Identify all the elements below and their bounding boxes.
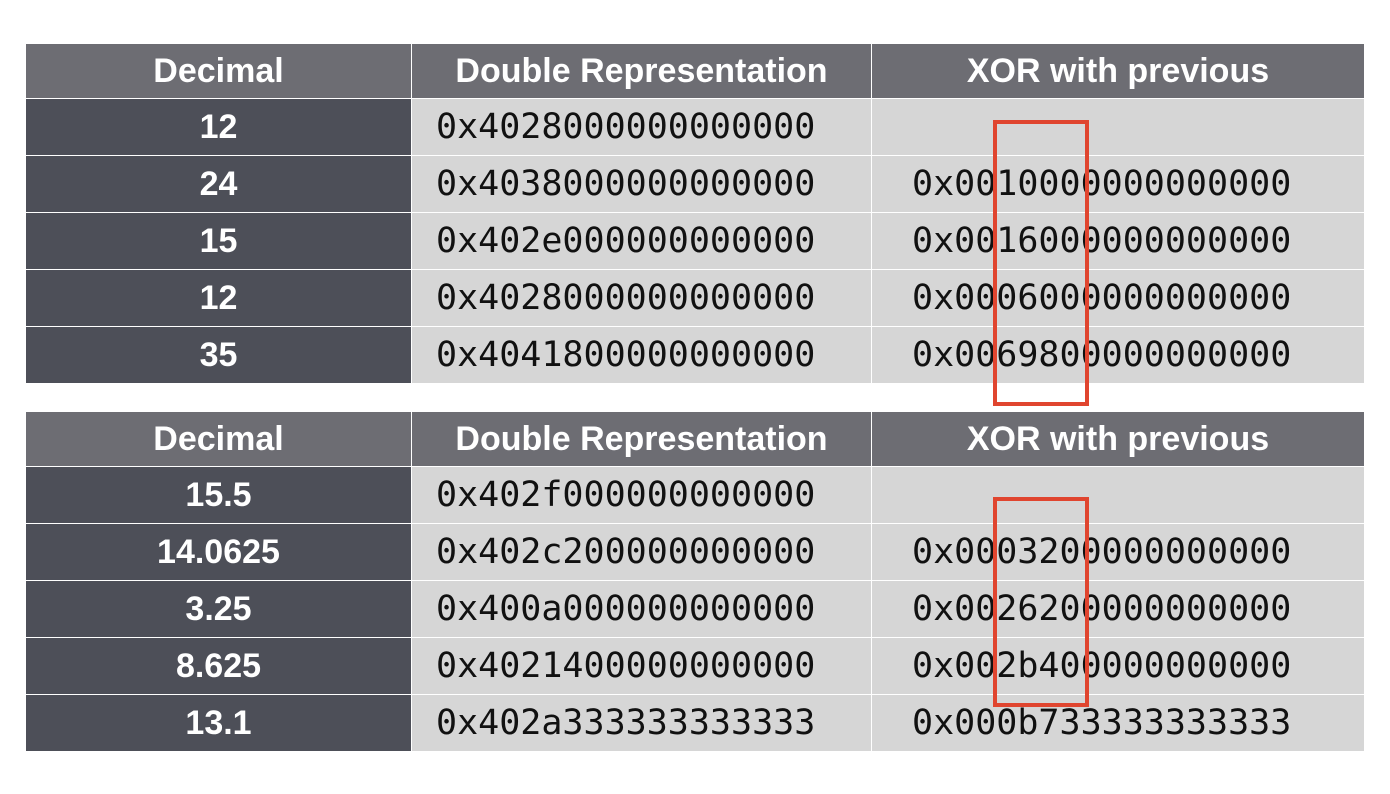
header-double-representation: Double Representation [411,411,872,467]
double-cell: 0x4028000000000000 [411,98,872,156]
table-row: 35 0x4041800000000000 0x0069800000000000 [25,326,1365,384]
double-cell: 0x400a000000000000 [411,580,872,638]
highlight-box-bottom [993,497,1089,707]
header-decimal: Decimal [25,43,412,99]
decimal-cell: 24 [25,155,412,213]
table-row: 8.625 0x4021400000000000 0x002b400000000… [25,637,1365,695]
double-cell: 0x402c200000000000 [411,523,872,581]
table-row: 12 0x4028000000000000 0x0006000000000000 [25,269,1365,327]
double-cell: 0x4041800000000000 [411,326,872,384]
table-row: 13.1 0x402a333333333333 0x000b7333333333… [25,694,1365,752]
double-cell: 0x402a333333333333 [411,694,872,752]
xor-cell: 0x002b400000000000 [871,637,1365,695]
xor-cell [871,466,1365,524]
xor-cell: 0x000b733333333333 [871,694,1365,752]
xor-cell: 0x0016000000000000 [871,212,1365,270]
header-decimal: Decimal [25,411,412,467]
decimal-cell: 15.5 [25,466,412,524]
xor-cell: 0x0010000000000000 [871,155,1365,213]
double-cell: 0x4038000000000000 [411,155,872,213]
double-cell: 0x4021400000000000 [411,637,872,695]
double-cell: 0x402f000000000000 [411,466,872,524]
xor-cell: 0x0069800000000000 [871,326,1365,384]
decimal-cell: 14.0625 [25,523,412,581]
table-row: 15.5 0x402f000000000000 [25,466,1365,524]
xor-cell: 0x0026200000000000 [871,580,1365,638]
double-cell: 0x4028000000000000 [411,269,872,327]
table-row: 15 0x402e000000000000 0x0016000000000000 [25,212,1365,270]
table-header-row: Decimal Double Representation XOR with p… [25,411,1365,467]
table-row: 3.25 0x400a000000000000 0x00262000000000… [25,580,1365,638]
highlight-box-top [993,120,1089,406]
decimal-cell: 12 [25,269,412,327]
decimal-cell: 13.1 [25,694,412,752]
xor-cell [871,98,1365,156]
decimal-cell: 8.625 [25,637,412,695]
header-xor-with-previous: XOR with previous [871,43,1365,99]
decimal-cell: 15 [25,212,412,270]
decimal-cell: 35 [25,326,412,384]
double-cell: 0x402e000000000000 [411,212,872,270]
header-xor-with-previous: XOR with previous [871,411,1365,467]
table-row: 14.0625 0x402c200000000000 0x00032000000… [25,523,1365,581]
header-double-representation: Double Representation [411,43,872,99]
xor-table-integers: Decimal Double Representation XOR with p… [25,43,1365,384]
decimal-cell: 3.25 [25,580,412,638]
xor-cell: 0x0006000000000000 [871,269,1365,327]
xor-table-fractions: Decimal Double Representation XOR with p… [25,411,1365,752]
decimal-cell: 12 [25,98,412,156]
table-row: 12 0x4028000000000000 [25,98,1365,156]
table-row: 24 0x4038000000000000 0x0010000000000000 [25,155,1365,213]
table-header-row: Decimal Double Representation XOR with p… [25,43,1365,99]
xor-cell: 0x0003200000000000 [871,523,1365,581]
